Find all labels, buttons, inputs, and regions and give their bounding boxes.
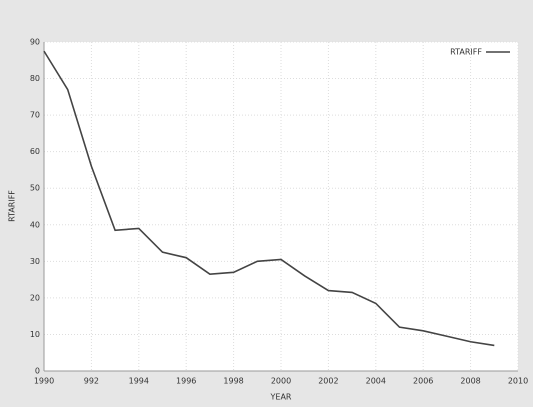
y-tick-label: 30 — [30, 257, 40, 266]
y-axis-label: RTARIFF — [8, 190, 17, 222]
x-tick-label: 2008 — [460, 377, 480, 386]
y-tick-label: 0 — [35, 367, 40, 376]
y-tick-label: 50 — [30, 184, 40, 193]
x-tick-label: 1990 — [34, 377, 54, 386]
x-tick-label: 2006 — [413, 377, 433, 386]
x-tick-label: 2010 — [508, 377, 528, 386]
y-tick-label: 60 — [30, 147, 40, 156]
x-tick-label: 1996 — [176, 377, 196, 386]
x-tick-label: 2004 — [366, 377, 386, 386]
y-tick-label: 80 — [30, 74, 40, 83]
y-tick-label: 10 — [30, 330, 40, 339]
y-tick-label: 90 — [30, 38, 40, 47]
y-tick-label: 40 — [30, 220, 40, 229]
data-line — [43, 50, 495, 347]
x-tick-label: 2002 — [318, 377, 338, 386]
x-tick-label: 1998 — [223, 377, 243, 386]
y-tick-label: 70 — [30, 111, 40, 120]
x-axis-label: YEAR — [270, 393, 292, 402]
x-tick-label: 2000 — [271, 377, 291, 386]
legend-label: RTARIFF — [450, 48, 482, 57]
x-tick-label: 992 — [84, 377, 99, 386]
x-tick-label: 1994 — [129, 377, 149, 386]
y-tick-label: 20 — [30, 293, 40, 302]
